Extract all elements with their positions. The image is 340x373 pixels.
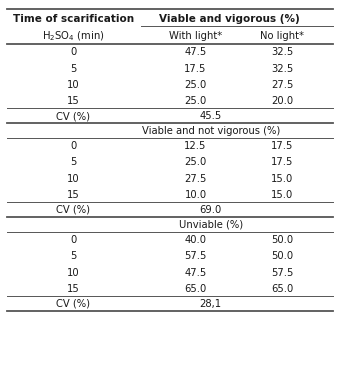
Text: 47.5: 47.5: [184, 47, 207, 57]
Text: With light*: With light*: [169, 31, 222, 41]
Text: 50.0: 50.0: [271, 251, 293, 261]
Text: 27.5: 27.5: [271, 79, 293, 90]
Text: Unviable (%): Unviable (%): [179, 220, 243, 230]
Text: 32.5: 32.5: [271, 47, 293, 57]
Text: 5: 5: [70, 157, 76, 167]
Text: H$_2$SO$_4$ (min): H$_2$SO$_4$ (min): [42, 29, 104, 43]
Text: 17.5: 17.5: [184, 63, 207, 73]
Text: 12.5: 12.5: [184, 141, 207, 151]
Text: 65.0: 65.0: [271, 283, 293, 294]
Text: 0: 0: [70, 47, 76, 57]
Text: 10: 10: [67, 79, 80, 90]
Text: 27.5: 27.5: [184, 173, 207, 184]
Text: 0: 0: [70, 141, 76, 151]
Text: CV (%): CV (%): [56, 205, 90, 215]
Text: 32.5: 32.5: [271, 63, 293, 73]
Text: 28,1: 28,1: [200, 299, 222, 309]
Text: 57.5: 57.5: [271, 267, 293, 278]
Text: 25.0: 25.0: [184, 79, 207, 90]
Text: 47.5: 47.5: [184, 267, 207, 278]
Text: 17.5: 17.5: [271, 157, 293, 167]
Text: 65.0: 65.0: [184, 283, 207, 294]
Text: 69.0: 69.0: [200, 205, 222, 215]
Text: Time of scarification: Time of scarification: [13, 14, 134, 24]
Text: CV (%): CV (%): [56, 111, 90, 121]
Text: 20.0: 20.0: [271, 95, 293, 106]
Text: 15: 15: [67, 189, 80, 200]
Text: 5: 5: [70, 251, 76, 261]
Text: 15: 15: [67, 283, 80, 294]
Text: 10: 10: [67, 267, 80, 278]
Text: Viable and vigorous (%): Viable and vigorous (%): [159, 14, 300, 24]
Text: 10.0: 10.0: [184, 189, 207, 200]
Text: 15: 15: [67, 95, 80, 106]
Text: 57.5: 57.5: [184, 251, 207, 261]
Text: No light*: No light*: [260, 31, 304, 41]
Text: 15.0: 15.0: [271, 189, 293, 200]
Text: 5: 5: [70, 63, 76, 73]
Text: 25.0: 25.0: [184, 95, 207, 106]
Text: 40.0: 40.0: [185, 235, 206, 245]
Text: 17.5: 17.5: [271, 141, 293, 151]
Text: 50.0: 50.0: [271, 235, 293, 245]
Text: Viable and not vigorous (%): Viable and not vigorous (%): [142, 126, 280, 136]
Text: 10: 10: [67, 173, 80, 184]
Text: CV (%): CV (%): [56, 299, 90, 309]
Text: 25.0: 25.0: [184, 157, 207, 167]
Text: 15.0: 15.0: [271, 173, 293, 184]
Text: 45.5: 45.5: [200, 111, 222, 121]
Text: 0: 0: [70, 235, 76, 245]
